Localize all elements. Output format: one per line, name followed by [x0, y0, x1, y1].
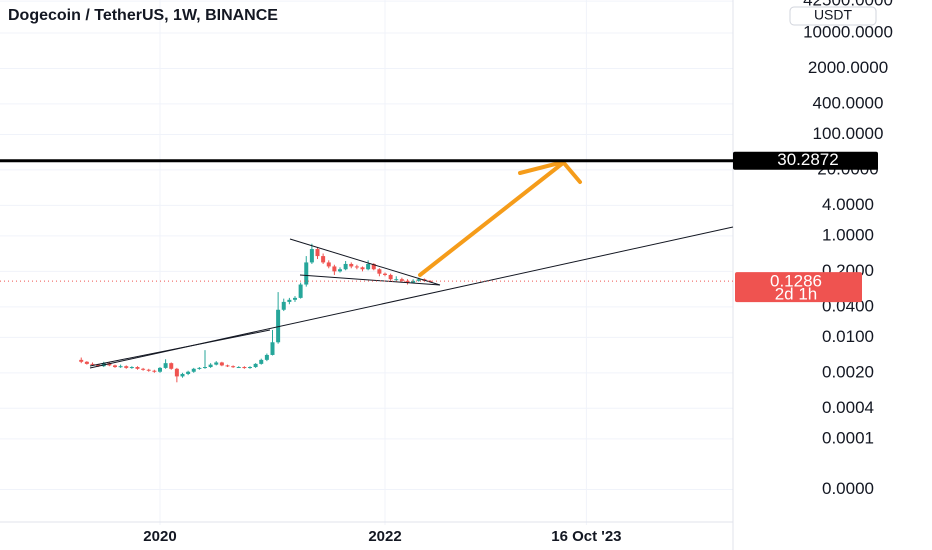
candle-body: [343, 263, 348, 270]
candle-body: [399, 279, 404, 281]
y-tick-label: 42500.0000: [803, 0, 893, 10]
y-tick-label: 4.0000: [822, 195, 874, 214]
candle-body: [332, 266, 337, 272]
arrow: [418, 159, 582, 277]
candle-body: [141, 368, 146, 370]
candle-body: [326, 262, 331, 267]
candle-body: [231, 366, 236, 368]
candle-body: [90, 363, 95, 365]
candle-body: [349, 263, 354, 267]
triangle-upper: [289, 238, 441, 286]
candle-body: [287, 299, 292, 302]
level-label-box: [733, 151, 878, 170]
candle-body: [124, 366, 129, 368]
y-tick-label: 1.0000: [822, 225, 874, 244]
candle-body: [186, 371, 191, 374]
candle-body: [202, 367, 207, 369]
candle-body: [281, 301, 286, 310]
candle-body: [84, 361, 89, 364]
candle-body: [197, 367, 202, 369]
last-price-box: [735, 272, 862, 303]
chart-title: Dogecoin / TetherUS, 1W, BINANCE: [8, 7, 278, 24]
candle-body: [377, 269, 382, 274]
candle-body: [360, 267, 365, 270]
candle-body: [146, 369, 151, 371]
candle-body: [388, 274, 393, 280]
candle-body: [428, 280, 433, 282]
candles: [79, 243, 433, 383]
last-price-label: 0.1286: [770, 272, 822, 291]
candle-body: [264, 354, 269, 360]
candle-body: [247, 367, 252, 369]
y-tick-label: 10000.0000: [803, 22, 893, 41]
candle-body: [416, 279, 421, 281]
time-axis: 2020 2022 16 Oct '23: [143, 528, 621, 545]
candle-body: [163, 363, 168, 368]
candle-body: [79, 359, 84, 362]
candle-body: [129, 367, 134, 369]
y-tick-label: 0.0001: [822, 428, 874, 447]
candle-body: [152, 370, 157, 372]
candle-body: [214, 362, 219, 365]
candle-body: [259, 359, 264, 364]
price-axis: 42500.0000 10000.0000 2000.0000 400.0000 100…: [803, 0, 893, 498]
y-tick-label: 0.0004: [822, 398, 874, 417]
candle-body: [169, 363, 174, 369]
candle-body: [118, 366, 123, 368]
y-tick-label: 2000.0000: [808, 58, 888, 77]
candle-body: [338, 269, 343, 272]
y-tick-label: 0.0100: [822, 327, 874, 346]
trendline: [89, 329, 271, 367]
x-tick-label: 2022: [368, 528, 401, 545]
candle-body: [112, 365, 117, 368]
grid: [0, 0, 733, 525]
x-tick-label: 16 Oct '23: [551, 528, 621, 545]
candle-body: [157, 367, 162, 372]
candle-body: [298, 284, 303, 298]
candle-body: [270, 342, 275, 355]
y-tick-label: 400.0000: [813, 93, 884, 112]
candle-body: [309, 249, 314, 263]
candle-body: [371, 263, 376, 270]
candle-body: [293, 297, 298, 300]
candle-body: [107, 363, 112, 366]
candle-body: [315, 249, 320, 257]
candle-body: [236, 367, 241, 369]
candle-body: [96, 364, 101, 367]
candle-body: [394, 279, 399, 281]
candle-body: [174, 368, 179, 377]
level-label: 30.2872: [777, 150, 838, 169]
candle-body: [219, 362, 224, 366]
candle-body: [225, 365, 230, 367]
currency[interactable]: USDT: [814, 7, 853, 23]
candle-body: [411, 280, 416, 283]
x-tick-label: 2020: [143, 528, 176, 545]
candle-body: [208, 364, 213, 368]
candle-body: [354, 266, 359, 268]
candle-body: [242, 367, 247, 369]
candle-body: [304, 262, 309, 285]
y-tick-label: 0.0020: [822, 362, 874, 381]
candle-body: [321, 256, 326, 263]
candle-body: [366, 263, 371, 270]
candle-body: [191, 368, 196, 372]
candle-body: [253, 363, 258, 368]
candle-body: [180, 373, 185, 377]
currency-box[interactable]: [789, 6, 877, 26]
candle-body: [383, 273, 388, 275]
candle-body: [135, 367, 140, 369]
countdown: 2d 1h: [775, 285, 818, 304]
triangle-lower: [299, 274, 441, 286]
y-tick-label: 0.0000: [822, 479, 874, 498]
candle-body: [276, 309, 281, 343]
y-tick-label: 100.0000: [813, 124, 884, 143]
candle-body: [405, 280, 410, 283]
